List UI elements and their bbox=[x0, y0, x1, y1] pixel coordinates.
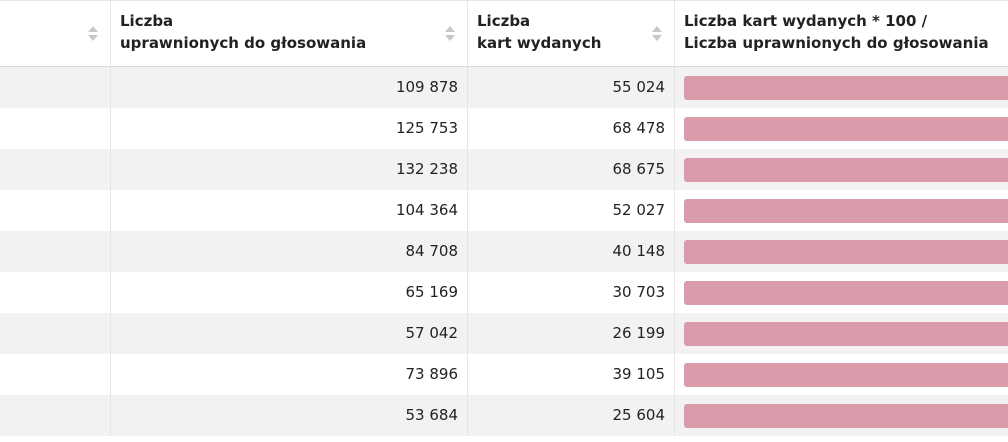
cell-ratio bbox=[675, 190, 1008, 231]
cell-ratio bbox=[675, 313, 1008, 354]
cell-eligible: 109 878 bbox=[111, 67, 468, 108]
table-row: 84 708 40 148 bbox=[0, 231, 1008, 272]
cell-name bbox=[0, 313, 111, 354]
cell-eligible: 53 684 bbox=[111, 395, 468, 436]
column-header-issued-line2: kart wydanych bbox=[477, 34, 602, 52]
column-header-eligible[interactable]: Liczba uprawnionych do głosowania bbox=[111, 1, 468, 67]
column-header-eligible-line2: uprawnionych do głosowania bbox=[120, 34, 367, 52]
column-header-ratio[interactable]: Liczba kart wydanych * 100 / Liczba upra… bbox=[675, 1, 1008, 67]
cell-name bbox=[0, 190, 111, 231]
cell-name bbox=[0, 395, 111, 436]
cell-eligible: 73 896 bbox=[111, 354, 468, 395]
cell-eligible: 125 753 bbox=[111, 108, 468, 149]
table-row: 104 364 52 027 bbox=[0, 190, 1008, 231]
column-header-ratio-line2: Liczba uprawnionych do głosowania bbox=[684, 34, 989, 52]
table-row: 73 896 39 105 bbox=[0, 354, 1008, 395]
cell-issued: 52 027 bbox=[468, 190, 675, 231]
column-header-name[interactable] bbox=[0, 1, 111, 67]
cell-name bbox=[0, 67, 111, 108]
column-header-issued[interactable]: Liczba kart wydanych bbox=[468, 1, 675, 67]
sort-icon[interactable] bbox=[445, 26, 455, 44]
table-row: 57 042 26 199 bbox=[0, 313, 1008, 354]
cell-ratio bbox=[675, 108, 1008, 149]
column-header-eligible-line1: Liczba bbox=[120, 12, 174, 30]
cell-eligible: 65 169 bbox=[111, 272, 468, 313]
cell-issued: 55 024 bbox=[468, 67, 675, 108]
ratio-bar bbox=[684, 363, 1008, 387]
cell-name bbox=[0, 149, 111, 190]
cell-ratio bbox=[675, 67, 1008, 108]
column-header-ratio-line1: Liczba kart wydanych * 100 / bbox=[684, 12, 928, 30]
cell-issued: 25 604 bbox=[468, 395, 675, 436]
ratio-bar bbox=[684, 281, 1008, 305]
cell-ratio bbox=[675, 354, 1008, 395]
table-row: 53 684 25 604 bbox=[0, 395, 1008, 436]
cell-issued: 68 675 bbox=[468, 149, 675, 190]
cell-eligible: 84 708 bbox=[111, 231, 468, 272]
ratio-bar bbox=[684, 199, 1008, 223]
cell-ratio bbox=[675, 149, 1008, 190]
cell-name bbox=[0, 108, 111, 149]
table-row: 65 169 30 703 bbox=[0, 272, 1008, 313]
cell-eligible: 104 364 bbox=[111, 190, 468, 231]
ratio-bar bbox=[684, 240, 1008, 264]
cell-issued: 26 199 bbox=[468, 313, 675, 354]
cell-issued: 40 148 bbox=[468, 231, 675, 272]
cell-eligible: 57 042 bbox=[111, 313, 468, 354]
cell-ratio bbox=[675, 395, 1008, 436]
table-header: Liczba uprawnionych do głosowania Liczba… bbox=[0, 0, 1008, 67]
cell-ratio bbox=[675, 272, 1008, 313]
table-row: 125 753 68 478 bbox=[0, 108, 1008, 149]
table-row: 132 238 68 675 bbox=[0, 149, 1008, 190]
sort-icon[interactable] bbox=[652, 26, 662, 44]
cell-eligible: 132 238 bbox=[111, 149, 468, 190]
cell-issued: 68 478 bbox=[468, 108, 675, 149]
cell-name bbox=[0, 272, 111, 313]
ratio-bar bbox=[684, 404, 1008, 428]
ratio-bar bbox=[684, 158, 1008, 182]
sort-icon[interactable] bbox=[88, 26, 98, 44]
table-row: 109 878 55 024 bbox=[0, 67, 1008, 108]
ratio-bar bbox=[684, 76, 1008, 100]
ratio-bar bbox=[684, 322, 1008, 346]
cell-name bbox=[0, 354, 111, 395]
cell-issued: 30 703 bbox=[468, 272, 675, 313]
cell-name bbox=[0, 231, 111, 272]
cell-ratio bbox=[675, 231, 1008, 272]
column-header-issued-line1: Liczba bbox=[477, 12, 531, 30]
ratio-bar bbox=[684, 117, 1008, 141]
cell-issued: 39 105 bbox=[468, 354, 675, 395]
